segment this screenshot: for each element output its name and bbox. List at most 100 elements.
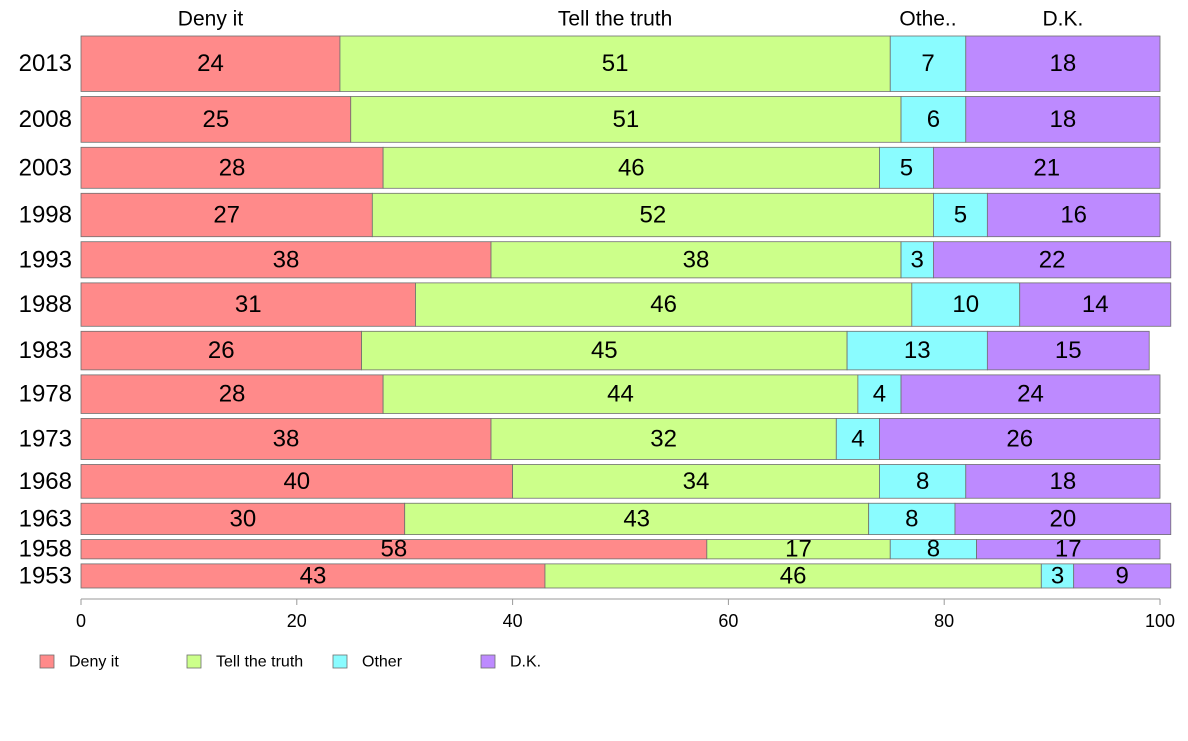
x-tick-label-40: 40: [503, 611, 523, 631]
bar-1973-d-k: [879, 418, 1161, 460]
category-label-1978: 1978: [19, 381, 72, 408]
bar-2008-other: [900, 96, 967, 143]
category-label-1963: 1963: [19, 505, 72, 532]
data-label-1968-deny-it: 40: [283, 468, 310, 495]
data-label-1983-other: 13: [904, 337, 931, 364]
bar-1963-d-k: [954, 502, 1172, 535]
bar-1998-tell-the-truth: [371, 192, 934, 238]
data-label-1973-deny-it: 38: [273, 425, 300, 452]
data-label-2008-other: 6: [927, 106, 940, 133]
bar-1963-other: [868, 502, 956, 535]
bar-2013-tell-the-truth: [339, 35, 891, 92]
data-label-1953-d-k: 9: [1116, 562, 1129, 589]
x-tick-label-100: 100: [1145, 611, 1175, 631]
data-label-2013-tell-the-truth: 51: [602, 50, 629, 77]
bar-2008-d-k: [965, 96, 1161, 143]
data-label-1963-deny-it: 30: [229, 505, 256, 532]
data-label-1978-deny-it: 28: [219, 381, 246, 408]
data-label-1993-other: 3: [911, 246, 924, 273]
bar-1968-tell-the-truth: [512, 464, 880, 499]
bar-2013-other: [889, 35, 967, 92]
data-label-1968-other: 8: [916, 468, 929, 495]
legend-item-tell-the-truth: Tell the truth: [186, 654, 303, 671]
legend-item-d-k: D.K.: [480, 654, 541, 671]
data-label-1958-tell-the-truth: 17: [785, 536, 812, 563]
bar-2003-d-k: [933, 146, 1161, 189]
bar-1988-d-k: [1019, 282, 1172, 327]
bar-1993-d-k: [933, 241, 1172, 279]
x-tick-label-20: 20: [287, 611, 307, 631]
bar-1983-deny-it: [80, 330, 362, 371]
data-label-1973-tell-the-truth: 32: [650, 425, 677, 452]
bar-2008-tell-the-truth: [350, 96, 902, 143]
column-header-deny-it: Deny it: [178, 8, 244, 31]
data-label-2008-d-k: 18: [1050, 106, 1077, 133]
data-label-1973-d-k: 26: [1006, 425, 1033, 452]
bar-1973-tell-the-truth: [490, 418, 837, 460]
data-label-1953-deny-it: 43: [300, 562, 327, 589]
data-label-1988-deny-it: 31: [235, 291, 262, 318]
data-label-1958-deny-it: 58: [381, 536, 408, 563]
bar-1993-other: [900, 241, 934, 279]
bar-1993-tell-the-truth: [490, 241, 902, 279]
category-label-1973: 1973: [19, 425, 72, 452]
category-label-1968: 1968: [19, 468, 72, 495]
data-label-2003-tell-the-truth: 46: [618, 154, 645, 181]
bar-2003-deny-it: [80, 146, 384, 189]
data-label-1978-tell-the-truth: 44: [607, 381, 634, 408]
legend-item-other: Other: [332, 654, 403, 671]
data-label-1983-deny-it: 26: [208, 337, 235, 364]
category-labels: 2013 2008 2003 1998 1993 1988 1983 1978 1973 1968…: [19, 50, 72, 589]
bar-1998-deny-it: [80, 192, 373, 238]
legend-label-tell-the-truth: Tell the truth: [216, 654, 303, 671]
data-label-2013-d-k: 18: [1050, 50, 1077, 77]
category-label-1998: 1998: [19, 202, 72, 229]
bar-1978-deny-it: [80, 374, 384, 414]
column-headers: Deny it Tell the truth Othe.. D.K.: [178, 8, 1084, 31]
legend: Deny it Tell the truth Other D.K.: [39, 654, 541, 671]
bar-1988-tell-the-truth: [415, 282, 913, 327]
category-label-2008: 2008: [19, 106, 72, 133]
bar-1993-deny-it: [80, 241, 492, 279]
bar-1963-tell-the-truth: [404, 502, 870, 535]
data-label-1998-d-k: 16: [1060, 202, 1087, 229]
data-label-1988-other: 10: [952, 291, 979, 318]
data-label-2003-deny-it: 28: [219, 154, 246, 181]
data-label-1998-deny-it: 27: [213, 202, 240, 229]
column-header-tell-the-truth: Tell the truth: [558, 8, 672, 31]
bar-1998-d-k: [986, 192, 1161, 238]
data-label-1998-tell-the-truth: 52: [640, 202, 667, 229]
data-label-2003-other: 5: [900, 154, 913, 181]
bar-1983-other: [846, 330, 988, 371]
bar-2003-tell-the-truth: [382, 146, 880, 189]
x-tick-label-60: 60: [718, 611, 738, 631]
data-label-1968-tell-the-truth: 34: [683, 468, 710, 495]
data-label-1973-other: 4: [851, 425, 864, 452]
bar-1983-d-k: [986, 330, 1150, 371]
bar-1988-other: [911, 282, 1021, 327]
bar-1953-d-k: [1073, 563, 1172, 589]
legend-label-deny-it: Deny it: [69, 654, 119, 671]
x-tick-label-80: 80: [934, 611, 954, 631]
category-label-1983: 1983: [19, 337, 72, 364]
legend-swatch-deny-it: [39, 654, 55, 669]
bar-2013-d-k: [965, 35, 1161, 92]
bar-2013-deny-it: [80, 35, 341, 92]
bar-1968-other: [879, 464, 967, 499]
bar-1968-deny-it: [80, 464, 514, 499]
x-tick-label-0: 0: [76, 611, 86, 631]
bar-1958-d-k: [976, 539, 1161, 560]
data-label-2008-tell-the-truth: 51: [613, 106, 640, 133]
category-label-2013: 2013: [19, 50, 72, 77]
data-label-2003-d-k: 21: [1033, 154, 1060, 181]
legend-swatch-other: [332, 654, 348, 669]
data-label-1988-tell-the-truth: 46: [650, 291, 677, 318]
column-header-othe: Othe..: [899, 8, 956, 31]
data-label-2008-deny-it: 25: [203, 106, 230, 133]
bar-1968-d-k: [965, 464, 1161, 499]
data-label-1963-d-k: 20: [1050, 505, 1077, 532]
category-label-1993: 1993: [19, 246, 72, 273]
bar-1978-other: [857, 374, 902, 414]
